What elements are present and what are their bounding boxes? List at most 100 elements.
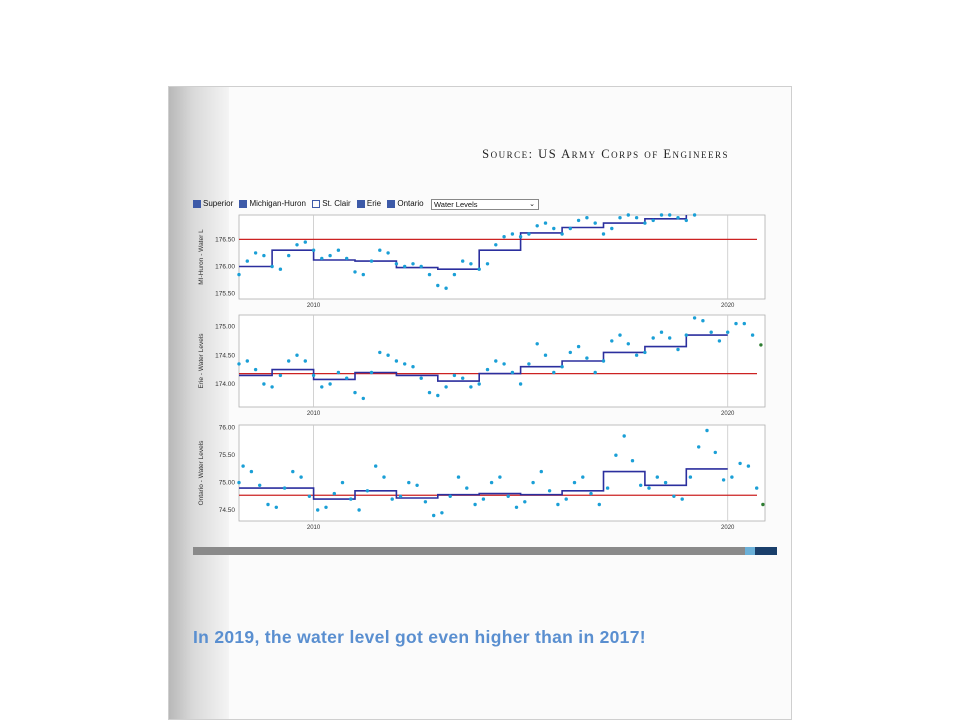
mi-huron-y-tick-label: 176.00 [215, 263, 235, 270]
mi-huron-data-point [510, 232, 515, 236]
erie-data-point [750, 333, 755, 337]
ontario-data-point [258, 483, 262, 487]
mi-huron-data-point [394, 262, 399, 266]
mi-huron-data-point [601, 232, 606, 236]
ontario-data-point [340, 480, 345, 485]
ontario-data-point [572, 480, 577, 485]
book-spine-shadow [169, 87, 229, 719]
checkbox-michigan-huron-box[interactable] [239, 199, 248, 208]
chart-scrollbar[interactable] [193, 547, 777, 555]
ontario-data-point [761, 502, 765, 507]
erie-data-point [601, 359, 606, 363]
mi-huron-data-point [659, 213, 664, 217]
series-select[interactable]: Water Levels ⌄ [431, 199, 539, 210]
ontario-data-point [506, 494, 510, 498]
erie-data-point [535, 342, 539, 346]
erie-data-point [717, 339, 722, 343]
ontario-data-point [746, 464, 751, 468]
checkbox-superior[interactable]: Superior [193, 199, 233, 208]
ontario-data-point [581, 475, 585, 479]
ontario-data-point [241, 464, 245, 468]
erie-data-point [287, 359, 291, 363]
erie-data-point [692, 316, 697, 320]
mi-huron-x-tick-label: 2010 [307, 303, 321, 309]
erie-data-point [676, 347, 680, 352]
ontario-data-point [647, 486, 651, 490]
ontario-data-point [291, 469, 295, 474]
erie-data-point [477, 382, 481, 386]
chevron-down-icon: ⌄ [529, 201, 535, 208]
mi-huron-data-point [684, 218, 688, 223]
checkbox-superior-box[interactable] [193, 199, 201, 208]
erie-data-point [328, 382, 332, 386]
erie-y-tick-label: 175.00 [215, 324, 235, 331]
erie-data-point [494, 359, 498, 363]
erie-data-point [386, 353, 390, 357]
erie-data-point [618, 333, 622, 337]
ontario-data-point [523, 500, 527, 504]
ontario-data-point [415, 483, 419, 487]
mi-huron-data-point [328, 253, 332, 258]
ontario-data-point [539, 469, 543, 474]
source-credit: Source: US Army Corps of Engineers [482, 147, 729, 161]
ontario-data-point [349, 497, 353, 501]
checkbox-michigan-huron-label: Michigan-Huron [249, 199, 306, 208]
erie-data-point [502, 362, 506, 366]
erie-data-point [262, 382, 266, 386]
erie-data-point [610, 339, 614, 343]
mi-huron-plot-frame [238, 214, 766, 300]
mi-huron-data-point [419, 264, 423, 269]
checkbox-ontario-box[interactable] [387, 199, 396, 208]
ontario-data-point [274, 505, 278, 509]
ontario-y-tick-label: 75.00 [219, 480, 236, 487]
mi-huron-data-point [461, 259, 465, 263]
erie-data-point [270, 385, 274, 389]
checkbox-ontario-label: Ontario [397, 199, 424, 208]
mi-huron-data-point [634, 216, 639, 220]
checkbox-st-clair-box[interactable] [312, 199, 321, 208]
ontario-data-point [713, 450, 717, 455]
ontario-data-point [547, 489, 552, 493]
mi-huron-data-point [535, 224, 539, 228]
mi-huron-y-axis-label: MI-Huron - Water L [198, 229, 205, 285]
ontario-data-point [680, 497, 684, 501]
erie-data-point [742, 321, 746, 326]
ontario-data-point [697, 445, 701, 449]
mi-huron-data-point [237, 272, 241, 277]
checkbox-erie-box[interactable] [356, 199, 365, 208]
mi-huron-data-point [295, 243, 299, 247]
erie-data-point [701, 319, 705, 323]
erie-data-point [552, 370, 556, 375]
ontario-data-point [440, 511, 444, 515]
ontario-data-point [465, 486, 469, 490]
mi-huron-data-point [278, 267, 283, 271]
scrollbar-thumb[interactable] [755, 547, 777, 555]
mi-huron-data-point [469, 262, 473, 266]
erie-data-point [659, 330, 664, 334]
erie-data-point [394, 359, 399, 363]
ontario-data-point [614, 453, 618, 457]
ontario-data-point [672, 494, 676, 498]
checkbox-michigan-huron[interactable]: Michigan-Huron [239, 199, 306, 208]
checkbox-erie[interactable]: Erie [356, 199, 382, 208]
ontario-y-tick-label: 74.50 [219, 507, 236, 514]
ontario-data-point [622, 434, 626, 438]
water-level-charts: 2010 2020 175.50 176.00 176.50 MI-Huron - Wat… [198, 213, 766, 531]
ontario-data-point [237, 480, 241, 485]
mi-huron-data-point [353, 270, 357, 274]
ontario-data-point [390, 497, 394, 501]
mi-huron-data-point [651, 218, 655, 223]
ontario-data-point [456, 475, 461, 479]
ontario-data-point [655, 475, 659, 479]
checkbox-erie-label: Erie [366, 199, 382, 208]
erie-y-tick-label: 174.50 [215, 352, 235, 359]
ontario-data-point [730, 475, 734, 479]
checkbox-st-clair[interactable]: St. Clair [312, 199, 351, 208]
mi-huron-data-point [270, 264, 274, 269]
erie-data-point [626, 342, 630, 346]
mi-huron-data-point [568, 226, 572, 231]
checkbox-ontario[interactable]: Ontario [387, 199, 424, 208]
ontario-data-point [605, 486, 610, 490]
erie-data-point [726, 330, 730, 334]
mi-huron-data-point [311, 248, 316, 252]
